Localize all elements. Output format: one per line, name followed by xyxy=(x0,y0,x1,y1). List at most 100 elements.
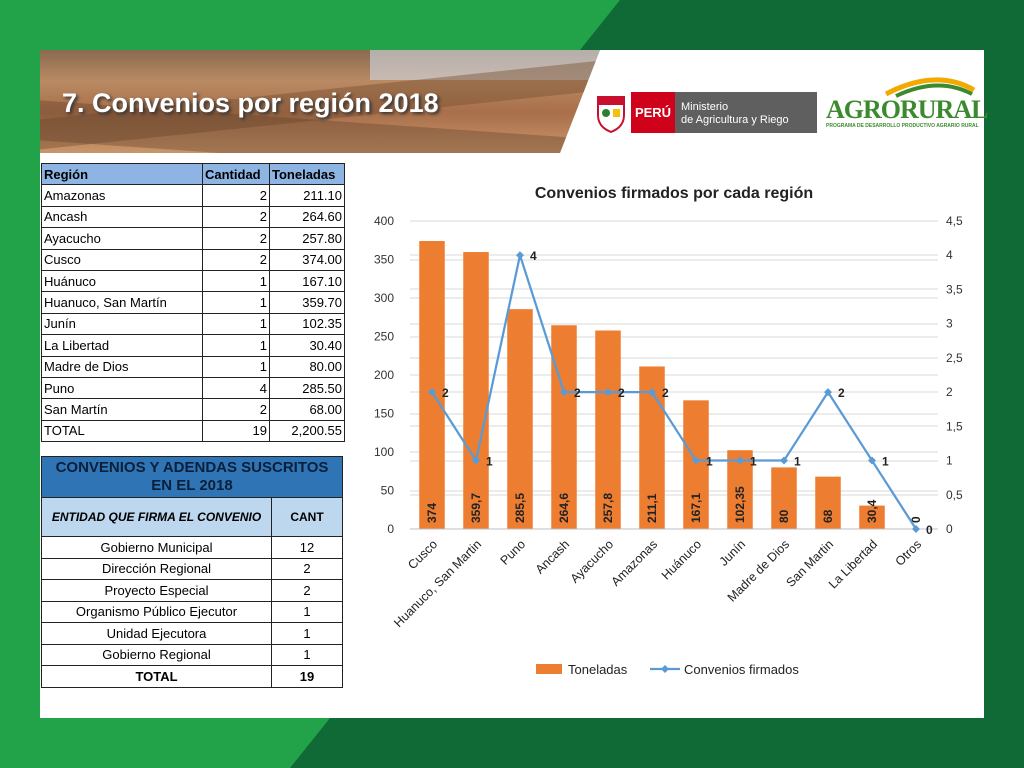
line-data-label: 1 xyxy=(750,455,757,469)
regions-table-row: Cusco 2 374.00 xyxy=(41,248,345,271)
chart-title: Convenios firmados por cada región xyxy=(535,185,813,202)
entities-col-cant: CANT xyxy=(271,497,343,537)
line-data-label: 1 xyxy=(486,455,493,469)
regions-table-row: Huánuco 1 167.10 xyxy=(41,269,345,293)
cell-cantidad: 2 xyxy=(202,184,270,207)
y-left-tick-label: 250 xyxy=(374,330,394,344)
legend-label-toneladas: Toneladas xyxy=(568,662,628,677)
cell-region: Huanuco, San Martín xyxy=(41,291,203,314)
cell-cant: 2 xyxy=(271,579,343,602)
line-point xyxy=(648,388,656,397)
x-tick-label: Junín xyxy=(717,537,749,569)
line-convenios xyxy=(431,250,917,530)
cell-region: San Martín xyxy=(41,398,203,421)
entities-table-row: Dirección Regional 2 xyxy=(41,557,343,580)
line-point xyxy=(604,388,612,397)
cell-cantidad: 1 xyxy=(202,355,270,378)
y-right-tick-label: 4 xyxy=(946,248,953,262)
cell-region: TOTAL xyxy=(41,419,203,443)
entities-col-entity: ENTIDAD QUE FIRMA EL CONVENIO xyxy=(41,497,272,537)
cell-region: La Libertad xyxy=(41,334,203,357)
peru-logo: PERÚ xyxy=(631,92,675,133)
x-tick-label: Otros xyxy=(893,537,925,569)
bar-data-label: 211,1 xyxy=(645,493,659,523)
cell-toneladas: 359.70 xyxy=(269,291,345,314)
x-tick-label: Huánuco xyxy=(659,537,704,582)
line-data-label: 1 xyxy=(794,455,801,469)
y-left-tick-label: 0 xyxy=(387,522,394,536)
cell-entity: Gobierno Municipal xyxy=(41,536,272,559)
header-cantidad: Cantidad xyxy=(202,162,270,186)
legend-marker-convenios xyxy=(661,665,669,673)
bar-toneladas xyxy=(595,330,621,529)
x-tick-label: Huanuco, San Martin xyxy=(391,537,484,630)
cell-cantidad: 2 xyxy=(202,205,270,229)
bar-toneladas xyxy=(419,241,445,529)
line-point xyxy=(692,456,700,465)
cell-entity: Unidad Ejecutora xyxy=(41,622,272,645)
line-point xyxy=(428,388,436,397)
line-point xyxy=(516,251,524,260)
agrorural-arc-icon xyxy=(884,77,976,98)
agrorural-subtitle: PROGRAMA DE DESARROLLO PRODUCTIVO AGRARI… xyxy=(826,123,979,129)
cell-cant: 12 xyxy=(271,536,343,559)
y-left-tick-label: 350 xyxy=(374,253,394,267)
cell-region: Ancash xyxy=(41,205,203,229)
cell-region: Madre de Dios xyxy=(41,355,203,378)
cell-toneladas: 102.35 xyxy=(269,312,345,336)
line-data-label: 2 xyxy=(442,386,449,400)
bar-toneladas xyxy=(859,505,885,529)
bar-data-label: 257,8 xyxy=(601,493,615,523)
y-left-tick-label: 100 xyxy=(374,445,394,459)
bar-toneladas xyxy=(507,309,533,529)
cell-toneladas: 80.00 xyxy=(269,355,345,378)
line-data-label: 2 xyxy=(618,386,625,400)
cell-cantidad: 2 xyxy=(202,248,270,271)
y-right-tick-label: 2,5 xyxy=(946,351,963,365)
entities-table-row: Proyecto Especial 2 xyxy=(41,579,343,602)
entities-table-title: CONVENIOS Y ADENDAS SUSCRITOS EN EL 2018 xyxy=(41,456,343,498)
regions-table-row: TOTAL 19 2,200.55 xyxy=(41,419,345,443)
cell-cantidad: 2 xyxy=(202,227,270,250)
x-tick-label: Amazonas xyxy=(608,537,660,589)
entities-table-row: Unidad Ejecutora 1 xyxy=(41,622,343,645)
entities-table-row: Gobierno Municipal 12 xyxy=(41,536,343,559)
line-point xyxy=(912,525,920,533)
cell-cant: 19 xyxy=(271,665,343,688)
convenios-chart: Convenios firmados por cada región050100… xyxy=(374,185,963,677)
cell-entity: TOTAL xyxy=(41,665,272,688)
entities-table-row: Gobierno Regional 1 xyxy=(41,643,343,666)
bar-data-label: 264,6 xyxy=(557,493,571,523)
cell-cant: 1 xyxy=(271,622,343,645)
cell-cantidad: 4 xyxy=(202,376,270,400)
cell-region: Amazonas xyxy=(41,184,203,207)
header-toneladas: Toneladas xyxy=(269,162,345,186)
entities-table: CONVENIOS Y ADENDAS SUSCRITOS EN EL 2018… xyxy=(41,456,343,688)
line-point xyxy=(824,388,832,397)
peru-coat-of-arms-icon xyxy=(597,96,625,133)
cell-toneladas: 257.80 xyxy=(269,227,345,250)
regions-table-row: Ayacucho 2 257.80 xyxy=(41,227,345,250)
line-point xyxy=(868,456,876,465)
regions-table-row: San Martín 2 68.00 xyxy=(41,398,345,421)
regions-table-row: Huanuco, San Martín 1 359.70 xyxy=(41,291,345,314)
bar-toneladas xyxy=(771,467,797,529)
cell-toneladas: 285.50 xyxy=(269,376,345,400)
regions-table-header: Región Cantidad Toneladas xyxy=(41,162,345,186)
regions-table: Región Cantidad Toneladas Amazonas 2 211.1… xyxy=(41,162,345,443)
y-right-tick-label: 4,5 xyxy=(946,214,963,228)
line-data-label: 0 xyxy=(926,523,933,537)
cell-entity: Dirección Regional xyxy=(41,557,272,580)
line-data-label: 2 xyxy=(838,386,845,400)
line-data-label: 2 xyxy=(574,386,581,400)
bar-toneladas xyxy=(463,252,489,529)
y-right-tick-label: 3,5 xyxy=(946,282,963,296)
regions-table-row: Ancash 2 264.60 xyxy=(41,205,345,229)
y-left-tick-label: 150 xyxy=(374,407,394,421)
bar-data-label: 359,7 xyxy=(469,493,483,523)
bar-data-label: 30,4 xyxy=(865,499,879,523)
bar-data-label: 167,1 xyxy=(689,493,703,523)
cell-cant: 2 xyxy=(271,557,343,580)
y-left-tick-label: 300 xyxy=(374,291,394,305)
legend-swatch-toneladas xyxy=(536,664,562,674)
